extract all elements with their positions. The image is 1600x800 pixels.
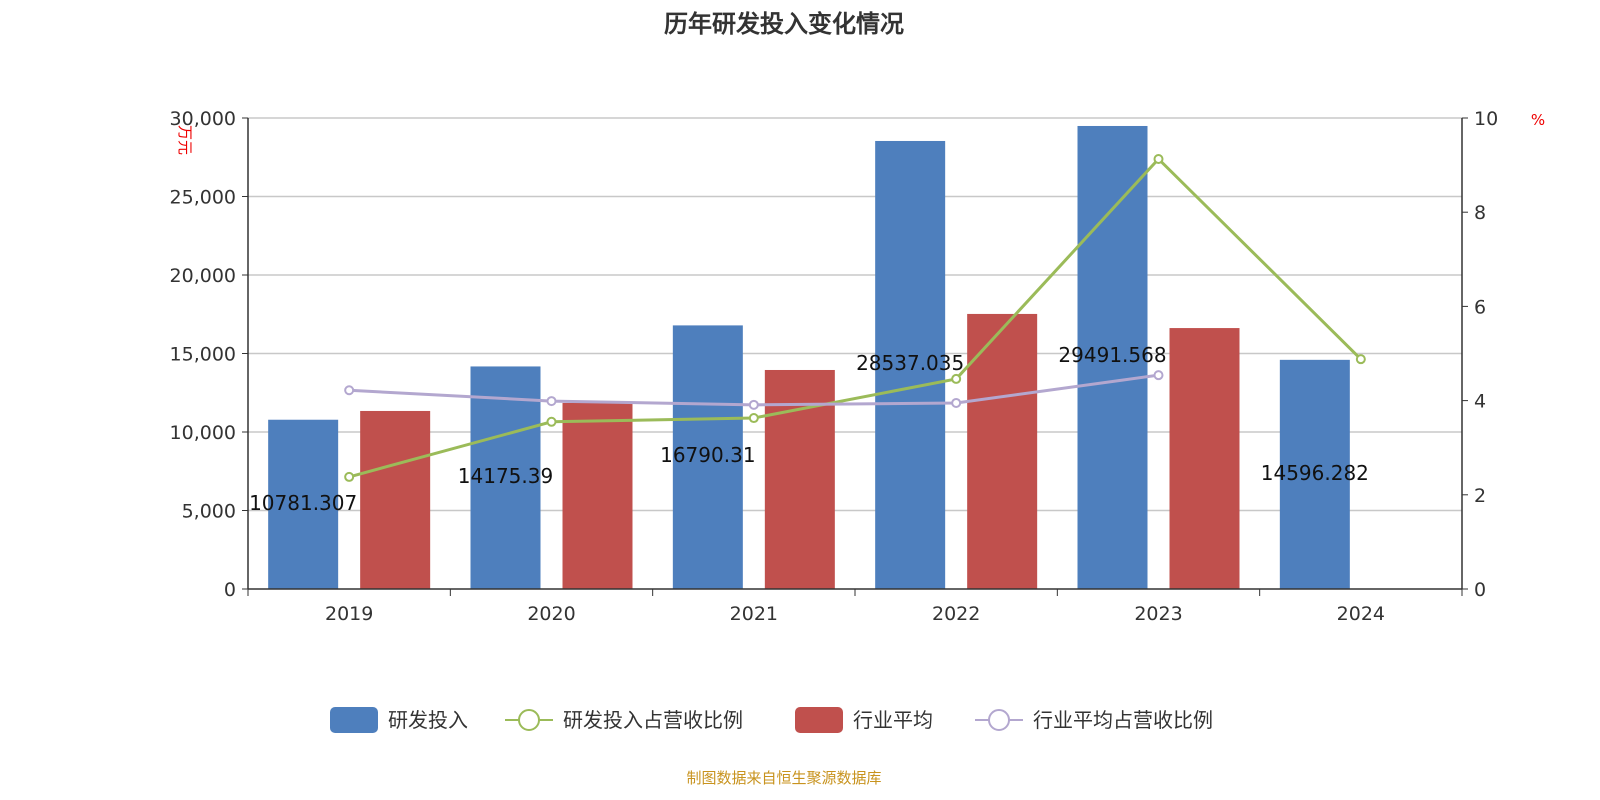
legend-item-label[interactable]: 行业平均占营收比例 bbox=[1033, 708, 1213, 732]
bar-研发投入-2022 bbox=[875, 140, 946, 589]
line-point bbox=[344, 471, 355, 482]
legend-swatch-bar[interactable] bbox=[795, 707, 843, 733]
x-tick-label: 2023 bbox=[1134, 603, 1182, 625]
right-tick-label: 10 bbox=[1474, 108, 1498, 130]
line-point bbox=[546, 416, 557, 427]
x-tick-label: 2021 bbox=[730, 603, 778, 625]
legend-item-label[interactable]: 研发投入 bbox=[388, 708, 468, 732]
line-point bbox=[748, 399, 759, 410]
x-tick-label: 2019 bbox=[325, 603, 373, 625]
right-tick-label: 8 bbox=[1474, 202, 1486, 224]
data-label: 14596.282 bbox=[1261, 461, 1369, 485]
data-label: 14175.39 bbox=[458, 464, 553, 488]
left-tick-label: 20,000 bbox=[170, 265, 236, 287]
legend-swatch-marker[interactable] bbox=[988, 709, 1010, 731]
bar-研发投入-2019 bbox=[268, 419, 339, 589]
bar-行业平均-2019 bbox=[360, 410, 431, 589]
bar-行业平均-2022 bbox=[967, 313, 1038, 589]
bar-研发投入-2021 bbox=[672, 325, 743, 589]
data-label: 28537.035 bbox=[856, 351, 964, 375]
line-point bbox=[1153, 153, 1164, 164]
data-label: 16790.31 bbox=[660, 443, 755, 467]
right-tick-label: 6 bbox=[1474, 296, 1486, 318]
bar-研发投入-2023 bbox=[1077, 125, 1148, 589]
line-point bbox=[951, 373, 962, 384]
data-label: 10781.307 bbox=[249, 491, 357, 515]
left-tick-label: 5,000 bbox=[182, 501, 236, 523]
line-point bbox=[546, 396, 557, 407]
right-tick-label: 0 bbox=[1474, 579, 1486, 601]
data-source: 制图数据来自恒生聚源数据库 bbox=[686, 769, 881, 787]
legend-item-label[interactable]: 研发投入占营收比例 bbox=[563, 708, 743, 732]
line-point bbox=[951, 397, 962, 408]
right-tick-label: 2 bbox=[1474, 485, 1486, 507]
line-point bbox=[1153, 370, 1164, 381]
left-tick-label: 10,000 bbox=[170, 422, 236, 444]
left-axis-unit: 万元 bbox=[176, 125, 194, 155]
left-tick-label: 15,000 bbox=[170, 344, 236, 366]
x-tick-label: 2020 bbox=[527, 603, 575, 625]
right-axis-unit: % bbox=[1531, 111, 1545, 129]
line-point bbox=[1355, 354, 1366, 365]
bar-研发投入-2020 bbox=[470, 366, 541, 589]
legend-swatch-bar[interactable] bbox=[330, 707, 378, 733]
bar-研发投入-2024 bbox=[1279, 359, 1350, 589]
bar-行业平均-2023 bbox=[1169, 328, 1240, 589]
left-tick-label: 0 bbox=[224, 579, 236, 601]
legend-swatch-marker[interactable] bbox=[518, 709, 540, 731]
x-tick-label: 2024 bbox=[1337, 603, 1385, 625]
bar-行业平均-2020 bbox=[562, 402, 633, 589]
chart-title: 历年研发投入变化情况 bbox=[664, 10, 904, 38]
left-tick-label: 25,000 bbox=[170, 187, 236, 209]
data-label: 29491.568 bbox=[1058, 343, 1166, 367]
line-point bbox=[344, 385, 355, 396]
right-tick-label: 4 bbox=[1474, 391, 1486, 413]
bar-行业平均-2021 bbox=[764, 369, 835, 589]
line-研发投入占营收比例 bbox=[348, 156, 1362, 479]
legend-item-label[interactable]: 行业平均 bbox=[853, 708, 933, 732]
x-tick-label: 2022 bbox=[932, 603, 980, 625]
left-tick-label: 30,000 bbox=[170, 108, 236, 130]
line-point bbox=[748, 413, 759, 424]
